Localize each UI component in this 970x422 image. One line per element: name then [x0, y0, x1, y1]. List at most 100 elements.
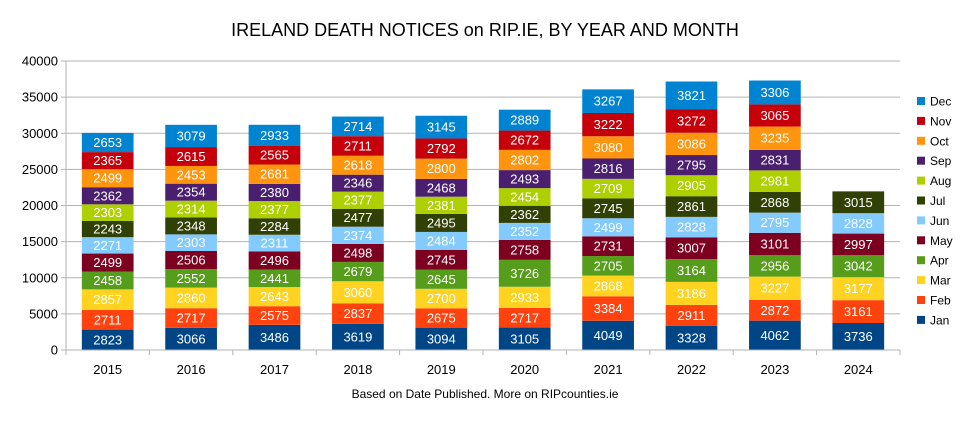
bar-segment-feb [582, 296, 634, 321]
bar-segment-nov [415, 138, 468, 159]
legend-swatch [917, 136, 925, 145]
data-label: 2506 [177, 253, 206, 268]
bar-stack-2022: 3328 2911 3186 3164 3007 2828 2861 2905 2795 3086… [665, 81, 718, 350]
data-label: 2496 [260, 253, 289, 268]
data-label: 2792 [427, 141, 456, 156]
bar-segment-feb [498, 307, 551, 328]
bar-segment-apr [415, 269, 468, 289]
data-label: 2828 [677, 220, 706, 235]
bar-segment-may [665, 237, 718, 260]
bar-segment-mar [749, 276, 801, 300]
data-label: 3079 [177, 128, 206, 143]
data-label: 2905 [677, 178, 706, 193]
data-label: 2468 [427, 180, 456, 195]
legend-swatch [917, 236, 925, 245]
data-label: 2552 [177, 271, 206, 286]
data-label: 2981 [760, 174, 789, 189]
legend-swatch [917, 156, 925, 165]
legend-label: Jan [930, 313, 949, 327]
data-label: 2441 [260, 271, 289, 286]
data-label: 2795 [677, 158, 706, 173]
data-label: 2346 [343, 176, 372, 191]
data-label: 3267 [594, 94, 623, 109]
y-tick-label: 15000 [22, 234, 58, 249]
bar-segment-sep [81, 187, 134, 205]
bar-segment-may [248, 251, 301, 270]
y-tick-label: 25000 [22, 162, 58, 177]
bar-segment-oct [81, 169, 134, 188]
bar-segment-aug [498, 188, 551, 206]
bar-stack-2023: 4062 2872 3227 2956 3101 2795 2868 2981 2831 3235… [749, 80, 801, 350]
data-label: 2477 [343, 210, 372, 225]
bar-segment-apr [582, 256, 634, 276]
data-label: 2831 [760, 153, 789, 168]
data-label: 3486 [260, 330, 289, 345]
data-label: 2872 [760, 303, 789, 318]
data-label: 3101 [760, 237, 789, 252]
bar-segment-oct [665, 132, 718, 156]
data-label: 2705 [594, 258, 623, 273]
bar-segment-sep [332, 174, 384, 192]
data-label: 2709 [594, 181, 623, 196]
data-label: 2495 [427, 215, 456, 230]
bar-segment-may [498, 239, 551, 260]
bar-segment-oct [582, 136, 634, 159]
bar-segment-mar [498, 286, 551, 308]
bar-segment-nov [582, 112, 634, 137]
bar-stack-2018: 3619 2837 3060 2679 2498 2374 2477 2377 2346 2618… [332, 116, 384, 350]
legend-label: Oct [930, 134, 949, 148]
bar-segment-jun [665, 216, 718, 238]
data-label: 2314 [177, 202, 206, 217]
data-label: 2717 [177, 311, 206, 326]
bar-segment-nov [248, 145, 301, 165]
bar-segment-oct [415, 158, 468, 179]
data-label: 2303 [177, 235, 206, 250]
legend-label: Sep [930, 154, 952, 168]
bar-segment-dec [582, 89, 634, 113]
bar-segment-feb [749, 299, 801, 321]
data-label: 2802 [510, 152, 539, 167]
data-label: 3094 [427, 331, 456, 346]
data-label: 2311 [261, 236, 289, 251]
bar-segment-dec [665, 81, 718, 110]
data-label: 2816 [594, 161, 623, 176]
data-label: 2575 [260, 308, 289, 323]
x-tick-label: 2018 [343, 362, 372, 377]
legend-item-may: May [917, 234, 953, 248]
bar-segment-jun [165, 234, 217, 252]
data-label: 2911 [678, 308, 706, 323]
data-label: 2454 [510, 189, 539, 204]
data-label: 2745 [427, 252, 456, 267]
bar-segment-may [81, 253, 134, 272]
data-label: 2800 [427, 161, 456, 176]
bar-segment-jul [498, 205, 551, 223]
legend-item-aug: Aug [917, 174, 951, 188]
bar-stack-2017: 3486 2575 2643 2441 2496 2311 2284 2377 2380 2681… [248, 124, 301, 350]
bar-segment-aug [165, 200, 217, 218]
data-label: 2618 [343, 158, 372, 173]
data-label: 2645 [427, 272, 456, 287]
legend-swatch [917, 296, 925, 304]
bar-segment-sep [749, 149, 801, 171]
bar-segment-jun [832, 213, 885, 234]
data-label: 3086 [677, 136, 706, 151]
data-label: 3726 [510, 266, 539, 281]
bar-segment-jun [749, 212, 801, 233]
data-label: 2348 [177, 218, 206, 233]
bar-segment-jul [81, 220, 134, 238]
data-label: 3619 [343, 329, 372, 344]
bar-segment-sep [415, 178, 468, 197]
bar-segment-apr [332, 261, 384, 282]
legend-label: May [930, 234, 953, 248]
legend-item-jul: Jul [917, 194, 945, 208]
data-label: 2933 [260, 128, 289, 143]
bar-segment-dec [332, 116, 384, 137]
bar-segment-aug [81, 204, 134, 221]
bar-segment-jul [832, 191, 885, 214]
legend-item-oct: Oct [917, 134, 949, 148]
bar-segment-oct [749, 126, 801, 150]
y-tick-label: 30000 [22, 126, 58, 141]
data-label: 2700 [427, 291, 456, 306]
